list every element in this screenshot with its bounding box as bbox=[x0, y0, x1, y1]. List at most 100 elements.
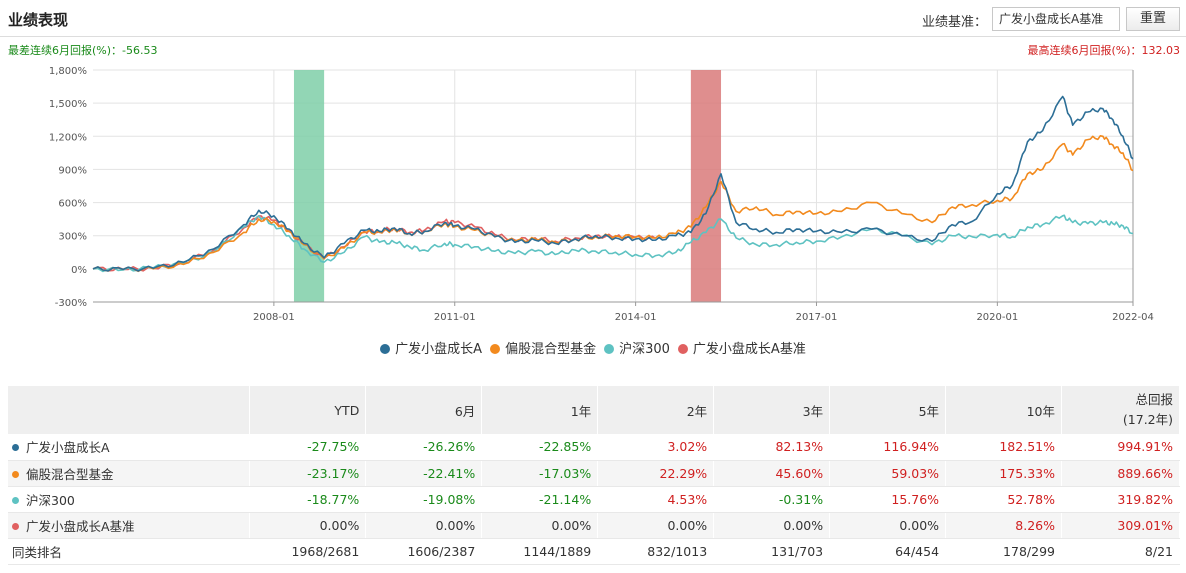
x-tick-label: 2008-01 bbox=[253, 312, 295, 323]
section-title: 业绩表现 bbox=[8, 11, 69, 29]
return-cell: -26.26% bbox=[365, 434, 483, 461]
rank-cell: 64/454 bbox=[829, 538, 947, 565]
table-row: 广发小盘成长A基准 0.00% 0.00% 0.00% 0.00% 0.00% 0.00% 8… bbox=[8, 512, 1181, 539]
legend-dot-icon bbox=[380, 344, 391, 354]
return-cell: 319.82% bbox=[1061, 486, 1181, 513]
y-tick-label: 1,200% bbox=[49, 132, 87, 143]
return-cell: -0.31% bbox=[713, 486, 831, 513]
legend-label: 偏股混合型基金 bbox=[505, 342, 597, 357]
x-tick-label: 2011-01 bbox=[434, 312, 476, 323]
return-cell: 59.03% bbox=[829, 460, 947, 487]
table-row: 广发小盘成长A -27.75% -26.26% -22.85% 3.02% 82.13% 1… bbox=[8, 434, 1181, 461]
reset-button[interactable]: 重置 bbox=[1126, 7, 1180, 31]
section-header: 业绩表现 业绩基准： 广发小盘成长A基准 重置 bbox=[0, 0, 1186, 38]
return-cell: 116.94% bbox=[829, 434, 947, 461]
rank-cell: 1968/2681 bbox=[249, 538, 367, 565]
rank-cell: 832/1013 bbox=[597, 538, 715, 565]
return-cell: -17.03% bbox=[481, 460, 599, 487]
return-cell: -19.08% bbox=[365, 486, 483, 513]
header-period-cell: 6月 bbox=[365, 386, 483, 434]
performance-table: YTD 6月 1年 2年 3年 5年 10年 总回报 (17.2年) 广发小盘成长A -27.75… bbox=[8, 386, 1181, 565]
benchmark-select[interactable]: 广发小盘成长A基准 bbox=[992, 7, 1120, 31]
header-name-cell bbox=[8, 386, 251, 434]
series-line-fund bbox=[92, 95, 1134, 272]
rank-cell: 131/703 bbox=[713, 538, 831, 565]
legend-item-benchmark[interactable]: 广发小盘成长A基准 bbox=[677, 338, 806, 357]
return-cell: 22.29% bbox=[597, 460, 715, 487]
return-cell: 0.00% bbox=[365, 512, 483, 539]
series-dot-icon bbox=[12, 496, 19, 504]
rank-cell: 1144/1889 bbox=[481, 538, 599, 565]
legend-dot-icon bbox=[604, 344, 615, 354]
return-cell: 15.76% bbox=[829, 486, 947, 513]
legend-label: 广发小盘成长A bbox=[395, 342, 483, 357]
header-period-cell: YTD bbox=[249, 386, 367, 434]
x-tick-label: 2020-01 bbox=[976, 312, 1018, 323]
legend-item-index[interactable]: 沪深300 bbox=[604, 338, 670, 357]
performance-chart[interactable]: 1,800% 1,500% 1,200% 900% 600% 300% 0% -300% 200… bbox=[0, 60, 1186, 330]
return-cell: -21.14% bbox=[481, 486, 599, 513]
return-cell: 0.00% bbox=[713, 512, 831, 539]
row-name-cell: 广发小盘成长A基准 bbox=[8, 512, 251, 539]
series-line-peer bbox=[92, 135, 1134, 273]
return-cell: 0.00% bbox=[597, 512, 715, 539]
row-name-cell: 偏股混合型基金 bbox=[8, 460, 251, 487]
return-cell: 3.02% bbox=[597, 434, 715, 461]
row-name-cell: 沪深300 bbox=[8, 486, 251, 513]
return-cell: -22.41% bbox=[365, 460, 483, 487]
return-cell: 45.60% bbox=[713, 460, 831, 487]
y-tick-label: 600% bbox=[58, 199, 87, 210]
return-cell: 8.26% bbox=[945, 512, 1062, 539]
series-dot-icon bbox=[12, 522, 19, 530]
header-period-cell: 5年 bbox=[829, 386, 947, 434]
worst-6m-return: 最差连续6月回报(%)：-56.53 bbox=[8, 44, 158, 57]
x-tick-label: 2022-04 bbox=[1112, 312, 1154, 323]
return-cell: 82.13% bbox=[713, 434, 831, 461]
rank-label-cell: 同类排名 bbox=[8, 538, 251, 565]
y-tick-label: 0% bbox=[71, 265, 87, 276]
plot-area bbox=[93, 70, 1133, 302]
header-divider bbox=[0, 36, 1186, 37]
legend-item-peer[interactable]: 偏股混合型基金 bbox=[490, 338, 596, 357]
return-cell: 52.78% bbox=[945, 486, 1062, 513]
header-period-cell: 1年 bbox=[481, 386, 599, 434]
header-total-cell: 总回报 (17.2年) bbox=[1061, 386, 1181, 434]
return-cell: 889.66% bbox=[1061, 460, 1181, 487]
return-cell: 0.00% bbox=[481, 512, 599, 539]
header-period-cell: 10年 bbox=[945, 386, 1062, 434]
table-row: 沪深300 -18.77% -19.08% -21.14% 4.53% -0.31% 15.… bbox=[8, 486, 1181, 513]
rank-cell: 8/21 bbox=[1061, 538, 1181, 565]
return-cell: -18.77% bbox=[249, 486, 367, 513]
x-tick-label: 2014-01 bbox=[615, 312, 657, 323]
row-name-cell: 广发小盘成长A bbox=[8, 434, 251, 461]
legend-dot-icon bbox=[490, 344, 501, 354]
header-period-cell: 3年 bbox=[713, 386, 831, 434]
y-tick-label: 300% bbox=[58, 232, 87, 243]
legend-dot-icon bbox=[677, 344, 688, 354]
rank-row: 同类排名 1968/2681 1606/2387 1144/1889 832/1013 1… bbox=[8, 538, 1181, 565]
y-tick-label: 1,800% bbox=[49, 66, 87, 77]
y-tick-label: 1,500% bbox=[49, 99, 87, 110]
x-tick-label: 2017-01 bbox=[796, 312, 838, 323]
legend-label: 沪深300 bbox=[619, 342, 670, 357]
series-dot-icon bbox=[12, 444, 19, 452]
return-cell: -27.75% bbox=[249, 434, 367, 461]
chart-legend: 广发小盘成长A 偏股混合型基金 沪深300 广发小盘成长A基准 bbox=[0, 338, 1186, 358]
header-period-cell: 2年 bbox=[597, 386, 715, 434]
return-cell: 994.91% bbox=[1061, 434, 1181, 461]
rank-cell: 178/299 bbox=[945, 538, 1062, 565]
return-cell: -22.85% bbox=[481, 434, 599, 461]
legend-item-fund[interactable]: 广发小盘成长A bbox=[380, 338, 482, 357]
return-cell: 0.00% bbox=[249, 512, 367, 539]
benchmark-label: 业绩基准： bbox=[922, 15, 988, 30]
return-cell: -23.17% bbox=[249, 460, 367, 487]
series-line-index bbox=[92, 214, 1134, 273]
series-dot-icon bbox=[12, 470, 19, 478]
return-cell: 4.53% bbox=[597, 486, 715, 513]
y-tick-label: 900% bbox=[58, 165, 87, 176]
table-header-row: YTD 6月 1年 2年 3年 5年 10年 总回报 (17.2年) bbox=[8, 386, 1181, 434]
return-cell: 309.01% bbox=[1061, 512, 1181, 539]
table-row: 偏股混合型基金 -23.17% -22.41% -17.03% 22.29% 45.60%… bbox=[8, 460, 1181, 487]
best-6m-return: 最高连续6月回报(%)：132.03 bbox=[1027, 44, 1180, 57]
legend-label: 广发小盘成长A基准 bbox=[692, 342, 806, 357]
